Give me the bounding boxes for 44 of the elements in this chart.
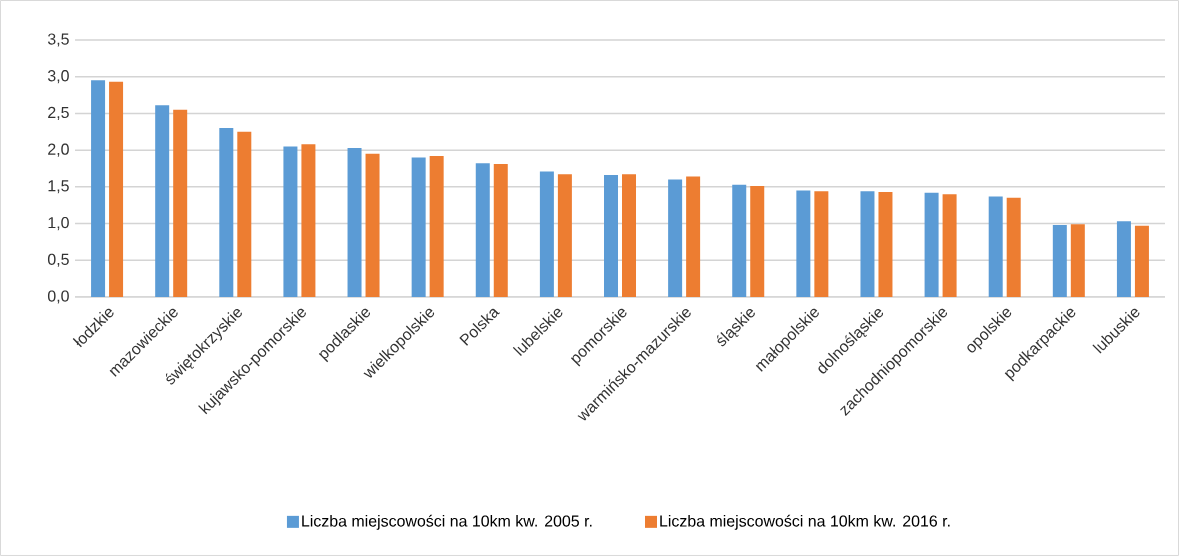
y-tick-label: 3,5 bbox=[47, 33, 69, 47]
bar bbox=[796, 190, 811, 297]
bar bbox=[475, 163, 490, 297]
y-tick-label: 0,0 bbox=[47, 290, 69, 304]
y-tick-label: 2,5 bbox=[48, 106, 69, 120]
y-tick-label: 1,5 bbox=[48, 180, 69, 194]
bar bbox=[557, 174, 572, 297]
bar bbox=[283, 146, 298, 297]
bar bbox=[155, 105, 170, 297]
bar bbox=[860, 191, 875, 297]
bar bbox=[604, 175, 618, 297]
bar bbox=[1134, 225, 1149, 297]
bar bbox=[814, 191, 829, 297]
bar bbox=[347, 147, 362, 297]
bar bbox=[732, 184, 747, 297]
bar bbox=[539, 171, 554, 297]
y-tick-label: 3,0 bbox=[47, 70, 69, 84]
bar bbox=[429, 156, 444, 297]
bar bbox=[1116, 221, 1131, 297]
bar bbox=[942, 194, 957, 297]
bar bbox=[109, 81, 124, 297]
legend-label: Liczba miejscowości na 10km kw. 2005 r. bbox=[302, 514, 592, 530]
bar bbox=[493, 164, 508, 297]
bar bbox=[1006, 197, 1021, 297]
bar bbox=[411, 157, 426, 297]
bar bbox=[988, 196, 1003, 297]
bar bbox=[365, 153, 380, 297]
bar bbox=[924, 192, 939, 297]
bar bbox=[1052, 225, 1067, 297]
bar bbox=[91, 80, 106, 297]
bar bbox=[686, 176, 701, 297]
bar bbox=[173, 109, 188, 297]
bar bbox=[237, 131, 252, 297]
y-tick-label: 1,0 bbox=[48, 216, 69, 231]
bar bbox=[878, 191, 893, 297]
y-tick-label: 0,5 bbox=[47, 253, 69, 267]
bar bbox=[301, 144, 316, 297]
bar bbox=[1070, 224, 1085, 297]
legend-label: Liczba miejscowości na 10km kw. 2016 r. bbox=[660, 514, 950, 530]
bar bbox=[622, 174, 636, 297]
y-tick-label: 2,0 bbox=[48, 143, 69, 157]
bar bbox=[219, 128, 234, 297]
bar bbox=[750, 186, 765, 297]
bar bbox=[668, 179, 683, 297]
